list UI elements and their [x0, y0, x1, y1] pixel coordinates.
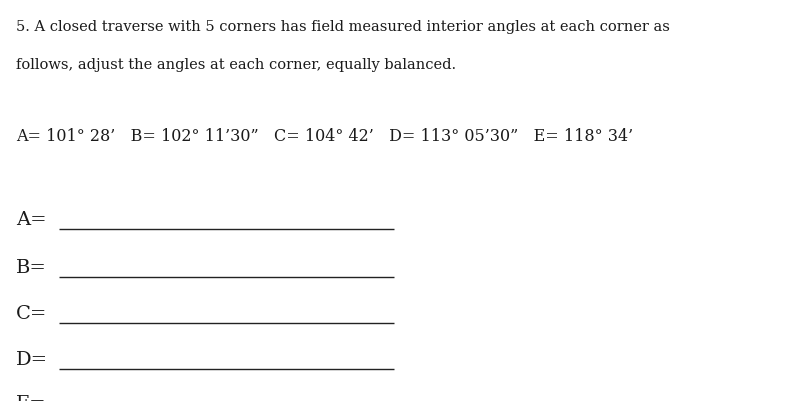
Text: follows, adjust the angles at each corner, equally balanced.: follows, adjust the angles at each corne… [16, 58, 456, 72]
Text: A=: A= [16, 211, 46, 229]
Text: E=: E= [16, 395, 46, 401]
Text: C=: C= [16, 305, 47, 323]
Text: A= 101° 28’   B= 102° 11’30”   C= 104° 42’   D= 113° 05’30”   E= 118° 34’: A= 101° 28’ B= 102° 11’30” C= 104° 42’ D… [16, 128, 633, 145]
Text: B=: B= [16, 259, 46, 277]
Text: D=: D= [16, 351, 48, 369]
Text: 5. A closed traverse with 5 corners has field measured interior angles at each c: 5. A closed traverse with 5 corners has … [16, 20, 670, 34]
